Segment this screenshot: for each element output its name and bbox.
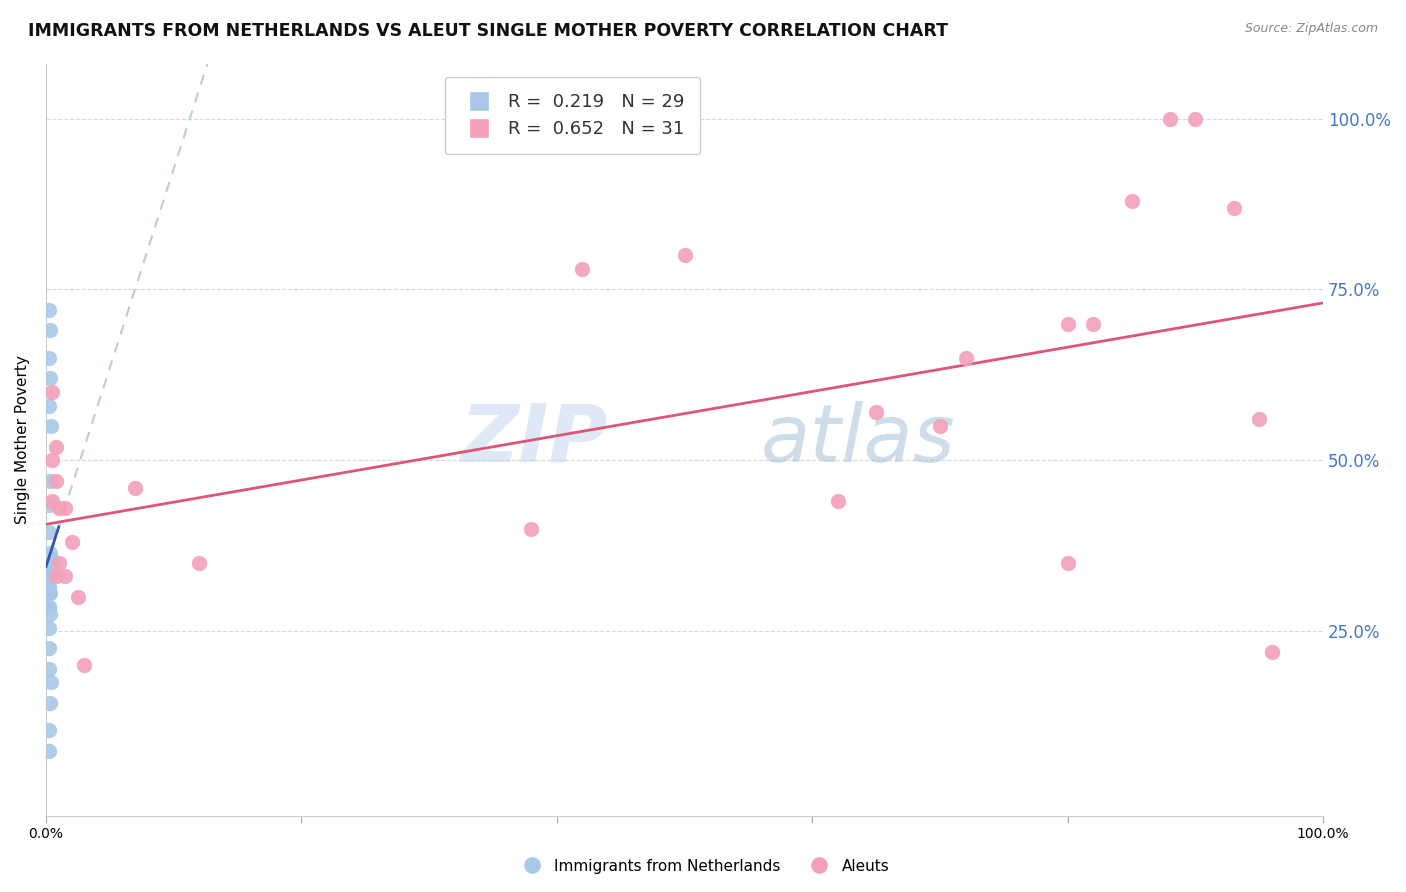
Legend: R =  0.219   N = 29, R =  0.652   N = 31: R = 0.219 N = 29, R = 0.652 N = 31	[444, 77, 700, 154]
Point	[38, 573, 60, 587]
Point	[38, 600, 60, 615]
Point	[38, 723, 60, 738]
Point	[38, 323, 60, 337]
Point	[60, 535, 83, 549]
Text: atlas: atlas	[761, 401, 956, 479]
Point	[1222, 201, 1244, 215]
Point	[39, 675, 62, 690]
Text: IMMIGRANTS FROM NETHERLANDS VS ALEUT SINGLE MOTHER POVERTY CORRELATION CHART: IMMIGRANTS FROM NETHERLANDS VS ALEUT SIN…	[28, 22, 948, 40]
Point	[53, 501, 76, 516]
Point	[38, 566, 60, 580]
Point	[38, 641, 60, 656]
Text: Source: ZipAtlas.com: Source: ZipAtlas.com	[1244, 22, 1378, 36]
Point	[1184, 112, 1206, 126]
Point	[38, 662, 60, 676]
Point	[38, 371, 60, 385]
Point	[73, 658, 96, 673]
Point	[38, 303, 60, 318]
Point	[520, 522, 543, 536]
Point	[929, 419, 952, 434]
Point	[38, 600, 60, 615]
Point	[673, 248, 696, 262]
Point	[48, 501, 70, 516]
Point	[38, 399, 60, 413]
Point	[38, 696, 60, 710]
Point	[1159, 112, 1181, 126]
Point	[827, 494, 849, 508]
Text: ZIP: ZIP	[461, 401, 607, 479]
Point	[39, 419, 62, 434]
Point	[38, 524, 60, 539]
Point	[45, 474, 67, 488]
Point	[39, 566, 62, 580]
Y-axis label: Single Mother Poverty: Single Mother Poverty	[15, 355, 30, 524]
Point	[188, 556, 211, 570]
Point	[41, 566, 63, 580]
Point	[39, 552, 62, 566]
Point	[38, 621, 60, 635]
Point	[38, 743, 60, 757]
Point	[1121, 194, 1143, 208]
Point	[45, 440, 67, 454]
Point	[124, 481, 146, 495]
Point	[865, 405, 887, 419]
Point	[1056, 556, 1078, 570]
Point	[1249, 412, 1271, 426]
Point	[38, 474, 60, 488]
Point	[38, 607, 60, 621]
Point	[38, 580, 60, 594]
Point	[41, 453, 63, 467]
Point	[955, 351, 977, 365]
Point	[53, 569, 76, 583]
Point	[1083, 317, 1105, 331]
Point	[41, 384, 63, 399]
Point	[45, 569, 67, 583]
Point	[571, 262, 593, 277]
Point	[66, 590, 89, 604]
Point	[38, 498, 60, 512]
Point	[38, 545, 60, 559]
Point	[38, 586, 60, 600]
Point	[41, 494, 63, 508]
Point	[38, 351, 60, 365]
Point	[1261, 644, 1284, 658]
Point	[38, 586, 60, 600]
Legend: Immigrants from Netherlands, Aleuts: Immigrants from Netherlands, Aleuts	[510, 853, 896, 880]
Point	[41, 559, 63, 574]
Point	[1056, 317, 1078, 331]
Point	[48, 556, 70, 570]
